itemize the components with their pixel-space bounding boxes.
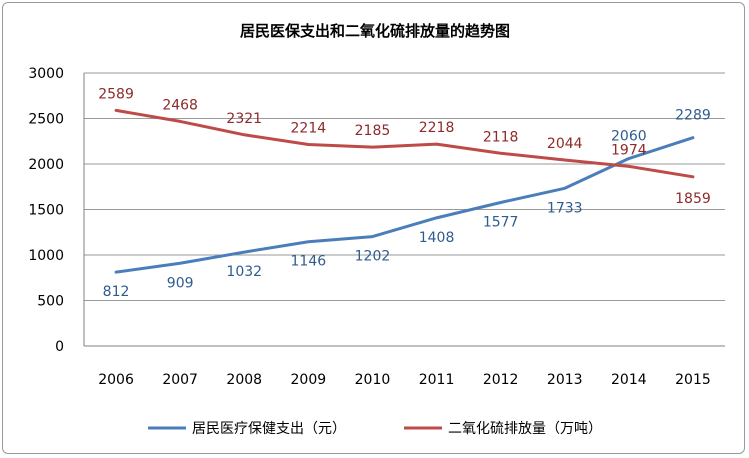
data-label: 1859 <box>675 191 711 207</box>
data-labels: 812 909 1032 1146 1202 1408 1577 1733 2060 2289 25… <box>98 86 711 300</box>
y-tick-label: 1500 <box>28 203 64 219</box>
legend-label: 居民医疗保健支出（元） <box>192 421 346 437</box>
data-label: 1202 <box>355 249 391 265</box>
data-label: 1032 <box>226 264 262 280</box>
chart-frame <box>2 2 745 454</box>
y-tick-label: 2000 <box>28 157 64 173</box>
axes <box>83 73 725 347</box>
grid-lines <box>84 72 725 301</box>
data-label: 2468 <box>162 97 198 113</box>
x-tick-label: 2014 <box>611 372 647 388</box>
x-tick-label: 2008 <box>226 372 262 388</box>
y-tick-label: 1000 <box>28 248 64 264</box>
data-label: 2289 <box>675 108 711 124</box>
data-label: 1577 <box>483 214 519 230</box>
x-tick-label: 2013 <box>547 372 583 388</box>
data-label: 1408 <box>419 230 455 246</box>
data-label: 2214 <box>291 121 327 137</box>
data-label: 1733 <box>547 200 583 216</box>
data-label: 2589 <box>98 86 134 102</box>
data-label: 909 <box>167 275 194 291</box>
x-tick-label: 2011 <box>419 372 455 388</box>
data-label: 2321 <box>226 111 262 127</box>
data-label: 2044 <box>547 136 583 152</box>
legend-label: 二氧化硫排放量（万吨） <box>448 421 602 437</box>
data-label: 2060 <box>611 129 647 145</box>
series-line <box>114 136 695 274</box>
y-tick-label: 500 <box>37 294 64 310</box>
x-axis-ticks: 2006 2007 2008 2009 2010 2011 2012 2013 2014 2015 <box>98 372 711 388</box>
y-tick-label: 2500 <box>28 112 64 128</box>
data-label: 2218 <box>419 120 455 136</box>
y-tick-label: 3000 <box>28 66 64 82</box>
data-label: 812 <box>103 284 130 300</box>
x-tick-label: 2007 <box>162 372 198 388</box>
data-label: 1974 <box>611 142 647 158</box>
data-label: 1146 <box>291 254 327 270</box>
series-line <box>114 108 695 179</box>
data-label: 2185 <box>355 123 391 139</box>
series-lines <box>114 108 695 274</box>
y-axis-ticks: 0 500 1000 1500 2000 2500 3000 <box>28 66 64 355</box>
legend: 居民医疗保健支出（元） 二氧化硫排放量（万吨） <box>148 421 602 437</box>
y-tick-label: 0 <box>55 339 64 355</box>
x-tick-label: 2015 <box>675 372 711 388</box>
x-tick-label: 2009 <box>291 372 327 388</box>
chart-title: 居民医保支出和二氧化硫排放量的趋势图 <box>240 22 510 40</box>
x-tick-label: 2006 <box>98 372 134 388</box>
data-label: 2118 <box>483 129 519 145</box>
x-tick-label: 2012 <box>483 372 519 388</box>
x-tick-label: 2010 <box>355 372 391 388</box>
